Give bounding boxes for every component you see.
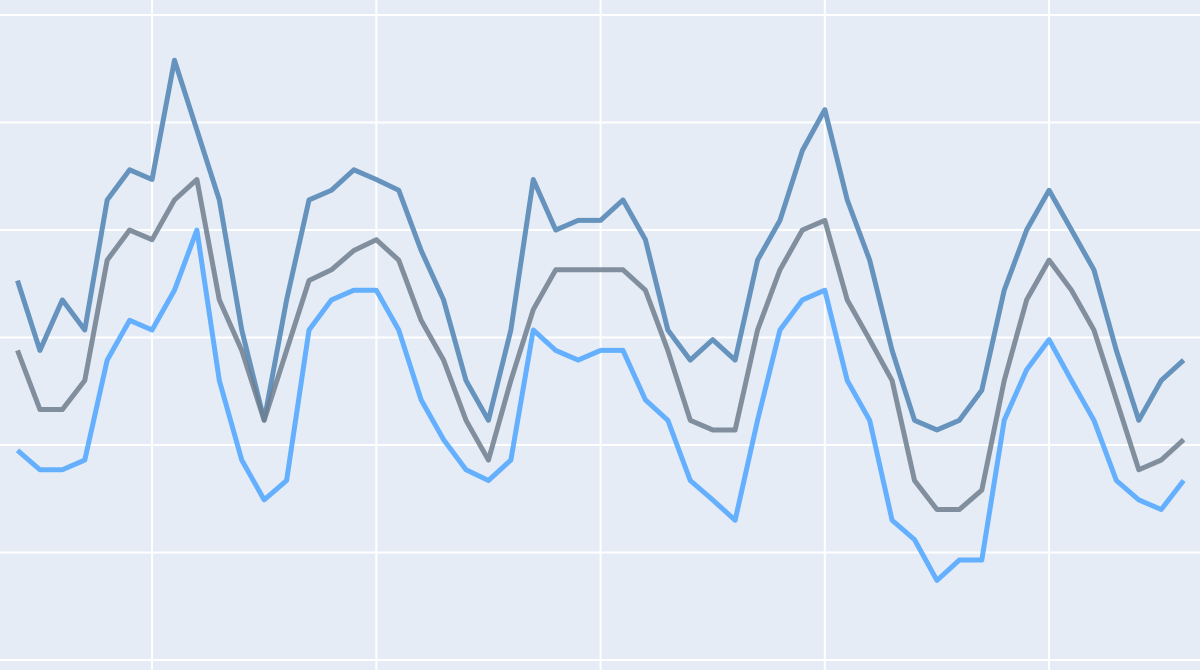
series-line <box>15 57 1186 433</box>
series-line <box>15 177 1186 513</box>
series-line <box>15 227 1186 583</box>
